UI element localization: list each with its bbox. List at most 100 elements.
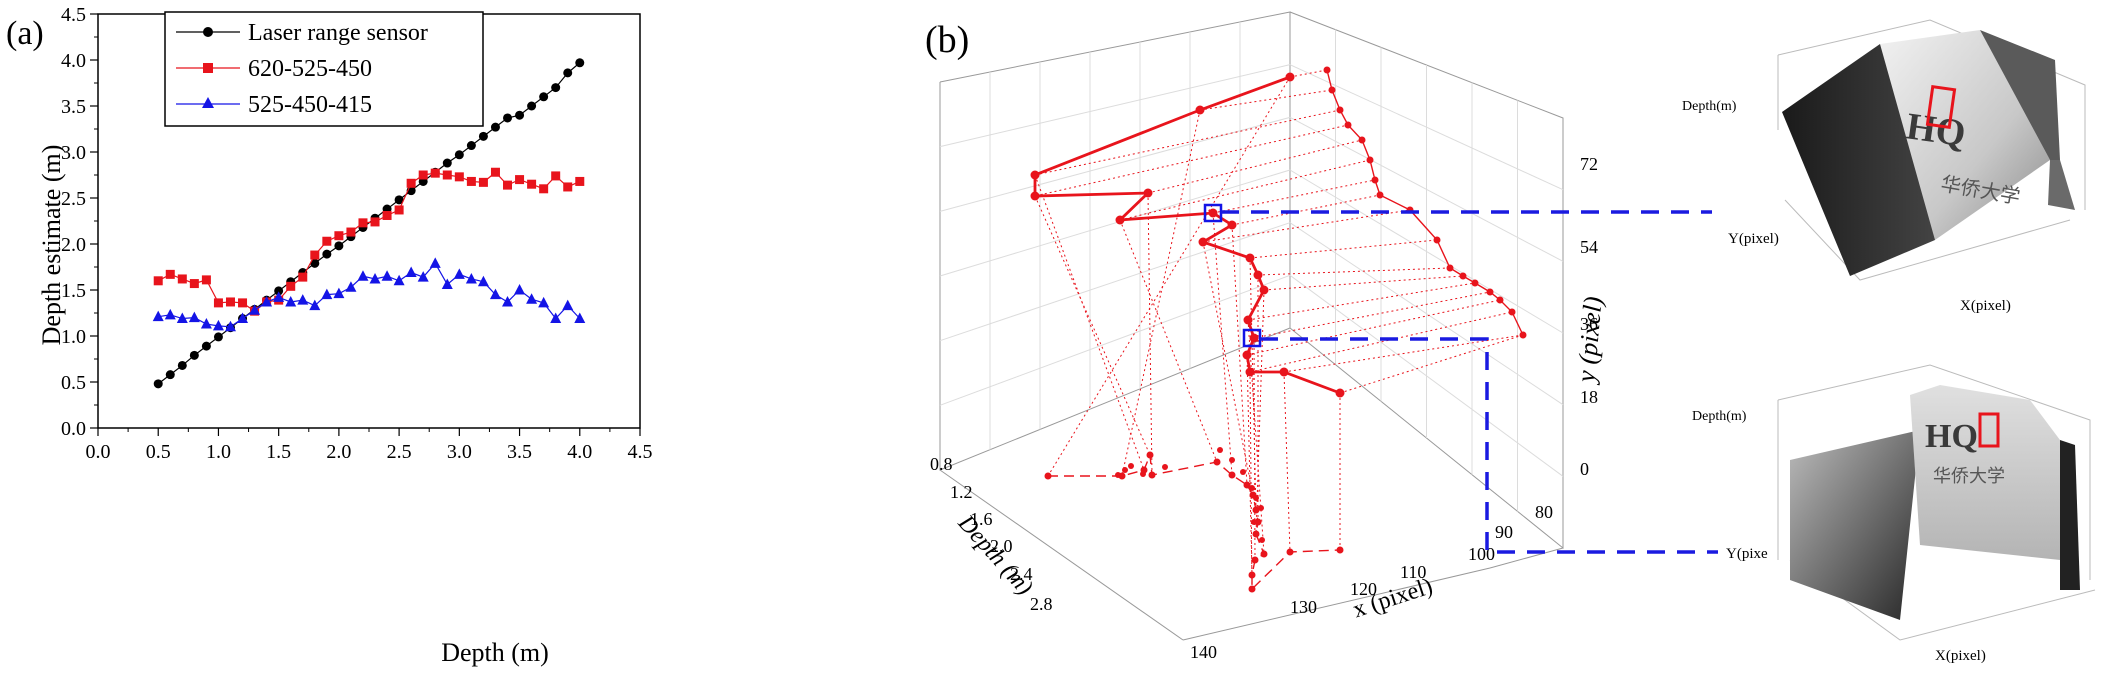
wall-projection-point [1344, 121, 1352, 129]
point-525-450-415 [477, 275, 489, 287]
legend-marker-blue [202, 97, 214, 108]
trajectory-point [1115, 215, 1125, 225]
trajectory-point [1195, 105, 1205, 115]
point-620-525-450 [515, 175, 525, 185]
point-620-525-450 [503, 180, 513, 190]
floor-extra-point [1140, 471, 1146, 477]
legend-label-laser: Laser range sensor [248, 20, 428, 46]
legend-marker-laser [203, 27, 213, 37]
trajectory-point [1285, 72, 1295, 82]
3d-gridlines [939, 22, 1564, 512]
point-525-450-415 [502, 295, 514, 307]
x-tick: 110 [1400, 562, 1426, 582]
trajectory-3d [1030, 66, 1527, 593]
point-525-450-415 [393, 274, 405, 286]
x-tick: 120 [1350, 579, 1377, 599]
point-525-450-415 [188, 311, 200, 323]
projection-to-wall [1253, 291, 1491, 339]
floor-edge-right [1489, 547, 1564, 569]
projection-to-wall [1283, 334, 1524, 373]
projection-to-wall [1119, 159, 1371, 221]
point-525-450-415 [369, 272, 381, 284]
projection-to-floor [1147, 192, 1153, 476]
point-525-450-415 [261, 295, 273, 307]
point-525-450-415 [285, 295, 297, 307]
x-tick-label: 4.0 [567, 441, 592, 463]
projection-to-wall [1249, 239, 1438, 259]
inset2-red-box [1978, 412, 2000, 448]
point-620-525-450 [539, 184, 549, 194]
point-laser [527, 101, 537, 111]
floor-extra-point [1217, 447, 1223, 453]
floor-extra-point [1253, 495, 1259, 501]
floor-projection-point [1251, 556, 1259, 564]
point-620-525-450 [430, 168, 440, 178]
wall-projection-point [1376, 191, 1384, 199]
inset1-right-foot [2048, 160, 2075, 210]
point-laser [153, 379, 163, 389]
projection-to-wall [1246, 299, 1501, 356]
x-tick-label: 1.5 [266, 441, 291, 463]
point-laser [310, 258, 320, 268]
trajectory-point [1242, 350, 1252, 360]
point-525-450-415 [345, 281, 357, 292]
inset2-hq-text: HQ [1925, 418, 1978, 455]
projection-to-wall [1263, 275, 1464, 291]
point-525-450-415 [152, 310, 164, 322]
point-laser [177, 360, 187, 370]
z-tick: 2.4 [1010, 564, 1033, 584]
wall-projection-point [1486, 288, 1494, 296]
point-620-525-450 [358, 218, 368, 228]
trajectory-point [1253, 270, 1263, 280]
point-525-450-415 [273, 291, 285, 302]
projection-to-wall [1034, 109, 1341, 176]
floor-extra-point [1115, 472, 1121, 478]
wall-projection-point [1371, 176, 1379, 184]
point-620-525-450 [177, 274, 187, 284]
point-525-450-415 [297, 294, 309, 305]
point-620-525-450 [418, 170, 428, 180]
floor-extra-point [1251, 519, 1257, 525]
point-laser [334, 241, 344, 251]
y-tick-label: 0.5 [61, 372, 86, 394]
point-525-450-415 [249, 304, 261, 315]
point-620-525-450 [466, 176, 476, 186]
z-tick: 1.2 [950, 482, 973, 502]
x-tick-label: 3.0 [447, 441, 472, 463]
wall-projection-point [1519, 331, 1527, 339]
floor-extra-point [1122, 467, 1128, 473]
floor-projection-point [1148, 471, 1156, 479]
point-620-525-450 [334, 231, 344, 241]
floor-projection-point [1248, 585, 1256, 593]
trajectory-point [1259, 285, 1269, 295]
point-525-450-415 [309, 299, 321, 311]
point-620-525-450 [394, 205, 404, 215]
x-axis-ticks: 80 90 100 110 120 130 140 [1190, 502, 1553, 662]
y-tick: 72 [1580, 154, 1598, 174]
projection-to-wall [1257, 267, 1451, 276]
x-tick: 140 [1190, 642, 1217, 662]
projection-to-floor [1119, 219, 1218, 463]
legend-label-red: 620-525-450 [248, 56, 372, 82]
y-tick: 0 [1580, 459, 1589, 479]
z-tick: 1.6 [970, 509, 993, 529]
inset-surface-bottom: HQ 华侨大学 Depth(m) Y(pixe X(pixel) [1692, 364, 2096, 664]
trajectory-point [1030, 170, 1040, 180]
z-tick: 0.8 [930, 454, 953, 474]
point-620-525-450 [189, 279, 199, 289]
point-620-525-450 [213, 298, 223, 308]
projection-lines [1034, 69, 1524, 590]
projection-to-floor [1247, 319, 1265, 555]
point-laser [442, 158, 452, 168]
wall-projection-point [1336, 106, 1344, 114]
projection-to-wall [1212, 179, 1376, 214]
point-525-450-415 [526, 293, 538, 304]
inset2-cn-text: 华侨大学 [1933, 466, 2005, 486]
x-tick-label: 0.0 [86, 441, 111, 463]
floor-extra-point [1259, 537, 1265, 543]
floor-projection-point [1243, 481, 1251, 489]
inset2-right-wall [2060, 440, 2080, 590]
floor-edge-front [1182, 567, 1491, 641]
x-axis-label: Depth (m) [441, 638, 549, 667]
